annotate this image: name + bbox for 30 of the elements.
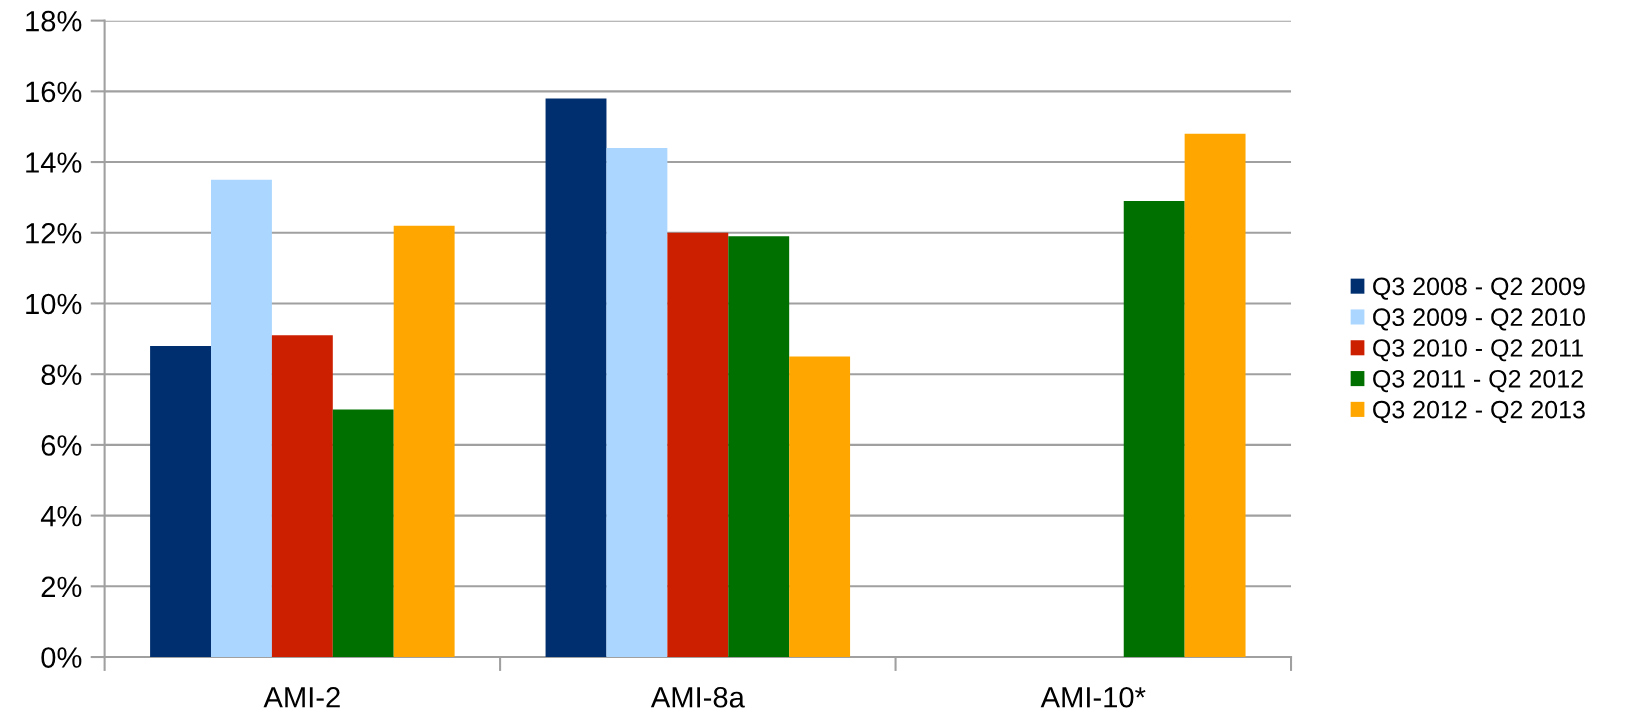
y-tick-label: 6% (41, 435, 82, 456)
bar (271, 335, 333, 658)
bar (332, 409, 394, 658)
bar (606, 147, 668, 658)
x-tick-label: AMI-10* (1040, 686, 1146, 708)
y-tick-label: 16% (26, 81, 82, 103)
bar (728, 236, 790, 658)
bar (1184, 133, 1246, 658)
legend-label: Q3 2011 - Q2 2012 (1373, 369, 1583, 393)
bar (667, 232, 729, 658)
legend-label: Q3 2009 - Q2 2010 (1373, 308, 1585, 331)
y-tick-label: 10% (26, 293, 82, 315)
y-tick-label: 4% (40, 505, 82, 527)
x-tick-label: AMI-8a (650, 686, 745, 708)
bar (1123, 200, 1185, 658)
y-tick-label: 0% (41, 647, 82, 668)
y-tick-label: 8% (41, 364, 82, 386)
legend-label: Q3 2010 - Q2 2011 (1373, 339, 1583, 362)
legend-label: Q3 2008 - Q2 2009 (1373, 277, 1585, 300)
legend-label: Q3 2012 - Q2 2013 (1373, 400, 1585, 423)
y-tick-label: 12% (26, 222, 82, 244)
y-tick-label: 18% (26, 10, 82, 32)
bar (789, 356, 851, 658)
y-tick-label: 14% (26, 152, 82, 173)
y-tick-label: 2% (41, 576, 82, 598)
bar (545, 98, 607, 658)
x-tick-label: AMI-2 (263, 686, 340, 708)
bar (150, 345, 211, 658)
bar (211, 179, 272, 658)
bar (393, 225, 455, 658)
